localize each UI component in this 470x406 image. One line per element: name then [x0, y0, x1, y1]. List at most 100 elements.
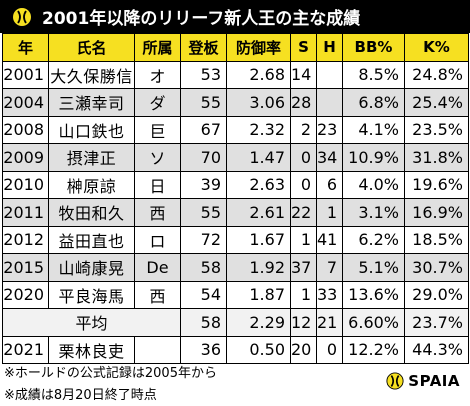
- brand-name: SPAIA: [408, 372, 460, 390]
- cell-team: 日: [134, 170, 181, 199]
- cell-team: De: [134, 253, 181, 282]
- cell-saves: 0: [290, 170, 317, 199]
- cell-holds: 0: [316, 335, 343, 364]
- table-row: 2010 榊原諒日 39 2.63 0 6 4.0% 19.6%: [2, 170, 469, 199]
- cell-games: 58: [180, 308, 227, 337]
- header-name: 氏名: [48, 33, 135, 62]
- cell-player-name: 平良海馬: [48, 280, 135, 309]
- cell-saves: 12: [290, 308, 317, 337]
- cell-player-name: 栗林良吏: [48, 335, 135, 364]
- cell-k-pct: 44.3%: [404, 335, 469, 364]
- cell-team: ダ: [134, 88, 181, 117]
- cell-bb-pct: 8.5%: [342, 60, 405, 89]
- cell-year: 2008: [2, 115, 49, 144]
- cell-era: 1.87: [226, 280, 291, 309]
- cell-holds: 6: [316, 170, 343, 199]
- cell-player-name: 山口鉄也: [48, 115, 135, 144]
- cell-year: 2012: [2, 225, 49, 254]
- cell-era: 1.67: [226, 225, 291, 254]
- cell-era: 2.32: [226, 115, 291, 144]
- cell-era: 2.29: [226, 308, 291, 337]
- table-row: 2020 平良海馬西 54 1.87 1 33 13.6% 29.0%: [2, 280, 469, 309]
- cell-year: 2011: [2, 198, 49, 227]
- cell-player-name: 牧田和久: [48, 198, 135, 227]
- baseball-logo-icon: [386, 372, 404, 390]
- header-holds: H: [316, 33, 343, 62]
- cell-games: 55: [180, 198, 227, 227]
- table-row: 2001 大久保勝信オ 53 2.68 14 8.5% 24.8%: [2, 60, 469, 89]
- cell-games: 55: [180, 88, 227, 117]
- footnote-date: ※成績は8月20日終了時点: [4, 388, 157, 403]
- cell-year: 2015: [2, 253, 49, 282]
- cell-k-pct: 24.8%: [404, 60, 469, 89]
- cell-saves: 14: [290, 60, 317, 89]
- average-row: 平均 58 2.29 12 21 6.60% 23.7%: [2, 308, 469, 337]
- cell-k-pct: 31.8%: [404, 143, 469, 172]
- cell-saves: 22: [290, 198, 317, 227]
- cell-holds: [316, 60, 343, 89]
- cell-year: 2001: [2, 60, 49, 89]
- average-label: 平均: [2, 308, 181, 337]
- cell-bb-pct: 5.1%: [342, 253, 405, 282]
- cell-era: 1.47: [226, 143, 291, 172]
- baseball-logo-icon: [13, 7, 31, 26]
- cell-team: ロ: [134, 225, 181, 254]
- cell-player-name: 摂津正: [48, 143, 135, 172]
- cell-team: 西: [134, 198, 181, 227]
- header-row: 年 氏名 所属 登板 防御率 S H BB% K%: [2, 33, 469, 62]
- footnote-hold: ※ホールドの公式記録は2005年から: [4, 366, 217, 381]
- cell-bb-pct: 12.2%: [342, 335, 405, 364]
- cell-games: 67: [180, 115, 227, 144]
- table-row: 2009 摂津正ソ 70 1.47 0 34 10.9% 31.8%: [2, 143, 469, 172]
- header-saves: S: [290, 33, 317, 62]
- cell-bb-pct: 13.6%: [342, 280, 405, 309]
- cell-player-name: 大久保勝信: [48, 60, 135, 89]
- cell-era: 2.63: [226, 170, 291, 199]
- cell-year: 2021: [2, 335, 49, 364]
- cell-k-pct: 29.0%: [404, 280, 469, 309]
- cell-games: 36: [180, 335, 227, 364]
- cell-games: 39: [180, 170, 227, 199]
- cell-era: 1.92: [226, 253, 291, 282]
- cell-holds: [316, 88, 343, 117]
- table-row: 2012 益田直也ロ 72 1.67 1 41 6.2% 18.5%: [2, 225, 469, 254]
- header-k-pct: K%: [404, 33, 469, 62]
- cell-k-pct: 23.5%: [404, 115, 469, 144]
- cell-year: 2020: [2, 280, 49, 309]
- cell-saves: 20: [290, 335, 317, 364]
- cell-games: 53: [180, 60, 227, 89]
- cell-bb-pct: 6.8%: [342, 88, 405, 117]
- cell-bb-pct: 6.2%: [342, 225, 405, 254]
- cell-holds: 33: [316, 280, 343, 309]
- cell-team: [134, 335, 181, 364]
- cell-holds: 21: [316, 308, 343, 337]
- cell-bb-pct: 10.9%: [342, 143, 405, 172]
- cell-team: ソ: [134, 143, 181, 172]
- cell-player-name: 三瀬幸司: [48, 88, 135, 117]
- cell-k-pct: 23.7%: [404, 308, 469, 337]
- stats-table: 年 氏名 所属 登板 防御率 S H BB% K% 2001 大久保勝信オ 53 2.…: [2, 33, 469, 364]
- table-row: 2011 牧田和久西 55 2.61 22 1 3.1% 16.9%: [2, 198, 469, 227]
- cell-year: 2009: [2, 143, 49, 172]
- cell-k-pct: 30.7%: [404, 253, 469, 282]
- header-year: 年: [2, 33, 49, 62]
- header-games: 登板: [180, 33, 227, 62]
- cell-year: 2010: [2, 170, 49, 199]
- cell-era: 0.50: [226, 335, 291, 364]
- cell-holds: 34: [316, 143, 343, 172]
- title-bar: 2001年以降のリリーフ新人王の主な成績: [0, 0, 470, 33]
- cell-team: 巨: [134, 115, 181, 144]
- cell-era: 2.68: [226, 60, 291, 89]
- cell-player-name: 益田直也: [48, 225, 135, 254]
- header-team: 所属: [134, 33, 181, 62]
- header-era: 防御率: [226, 33, 291, 62]
- cell-player-name: 榊原諒: [48, 170, 135, 199]
- cell-k-pct: 19.6%: [404, 170, 469, 199]
- cell-k-pct: 18.5%: [404, 225, 469, 254]
- cell-era: 3.06: [226, 88, 291, 117]
- cell-bb-pct: 6.60%: [342, 308, 405, 337]
- brand-logo: SPAIA: [386, 370, 460, 392]
- cell-saves: 0: [290, 143, 317, 172]
- cell-bb-pct: 4.0%: [342, 170, 405, 199]
- page-title: 2001年以降のリリーフ新人王の主な成績: [42, 9, 361, 29]
